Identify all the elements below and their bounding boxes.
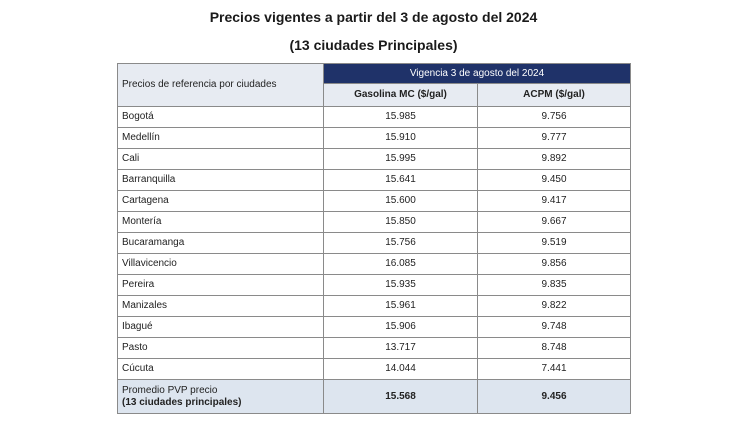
table-row: Montería 15.850 9.667 xyxy=(117,211,631,233)
average-acpm-cell: 9.456 xyxy=(477,379,631,414)
acpm-cell: 9.417 xyxy=(477,190,631,212)
gasolina-cell: 15.995 xyxy=(323,148,478,170)
average-row: Promedio PVP precio (13 ciudades princip… xyxy=(117,379,631,414)
acpm-column-header: ACPM ($/gal) xyxy=(477,83,631,107)
gasolina-cell: 15.985 xyxy=(323,106,478,128)
city-cell: Manizales xyxy=(117,295,324,317)
city-cell: Barranquilla xyxy=(117,169,324,191)
acpm-cell: 9.450 xyxy=(477,169,631,191)
gasolina-cell: 16.085 xyxy=(323,253,478,275)
table-row: Cartagena 15.600 9.417 xyxy=(117,190,631,212)
table-row: Bucaramanga 15.756 9.519 xyxy=(117,232,631,254)
table-row: Villavicencio 16.085 9.856 xyxy=(117,253,631,275)
city-cell: Ibagué xyxy=(117,316,324,338)
gasolina-cell: 15.756 xyxy=(323,232,478,254)
gasolina-cell: 13.717 xyxy=(323,337,478,359)
page-subtitle: (13 ciudades Principales) xyxy=(289,37,458,53)
city-cell: Cali xyxy=(117,148,324,170)
gasolina-column-header: Gasolina MC ($/gal) xyxy=(323,83,478,107)
acpm-cell: 9.748 xyxy=(477,316,631,338)
vigencia-header: Vigencia 3 de agosto del 2024 xyxy=(323,63,631,84)
acpm-cell: 9.667 xyxy=(477,211,631,233)
table-row: Medellín 15.910 9.777 xyxy=(117,127,631,149)
acpm-cell: 9.756 xyxy=(477,106,631,128)
city-cell: Pereira xyxy=(117,274,324,296)
acpm-cell: 9.777 xyxy=(477,127,631,149)
city-cell: Medellín xyxy=(117,127,324,149)
city-cell: Montería xyxy=(117,211,324,233)
gasolina-cell: 15.935 xyxy=(323,274,478,296)
gasolina-cell: 15.906 xyxy=(323,316,478,338)
city-cell: Cúcuta xyxy=(117,358,324,380)
acpm-cell: 9.835 xyxy=(477,274,631,296)
table-row: Ibagué 15.906 9.748 xyxy=(117,316,631,338)
page-title: Precios vigentes a partir del 3 de agost… xyxy=(209,9,538,25)
average-label: Promedio PVP precio (13 ciudades princip… xyxy=(117,379,324,414)
average-label-line2: (13 ciudades principales) xyxy=(122,396,242,408)
table-row: Pereira 15.935 9.835 xyxy=(117,274,631,296)
acpm-cell: 9.892 xyxy=(477,148,631,170)
city-cell: Bucaramanga xyxy=(117,232,324,254)
price-table: Precios de referencia por ciudades Vigen… xyxy=(117,63,631,414)
table-body: Bogotá 15.985 9.756 Medellín 15.910 9.77… xyxy=(117,106,631,414)
table-row: Bogotá 15.985 9.756 xyxy=(117,106,631,128)
city-cell: Pasto xyxy=(117,337,324,359)
gasolina-cell: 15.641 xyxy=(323,169,478,191)
acpm-cell: 9.856 xyxy=(477,253,631,275)
reference-header: Precios de referencia por ciudades xyxy=(117,63,324,107)
table-row: Manizales 15.961 9.822 xyxy=(117,295,631,317)
city-cell: Villavicencio xyxy=(117,253,324,275)
acpm-cell: 8.748 xyxy=(477,337,631,359)
acpm-cell: 7.441 xyxy=(477,358,631,380)
gasolina-cell: 15.600 xyxy=(323,190,478,212)
city-cell: Bogotá xyxy=(117,106,324,128)
average-gasolina-cell: 15.568 xyxy=(323,379,478,414)
table-row: Cúcuta 14.044 7.441 xyxy=(117,358,631,380)
average-label-line1: Promedio PVP precio xyxy=(122,384,218,396)
acpm-cell: 9.519 xyxy=(477,232,631,254)
table-row: Barranquilla 15.641 9.450 xyxy=(117,169,631,191)
gasolina-cell: 15.850 xyxy=(323,211,478,233)
gasolina-cell: 15.910 xyxy=(323,127,478,149)
gasolina-cell: 14.044 xyxy=(323,358,478,380)
gasolina-cell: 15.961 xyxy=(323,295,478,317)
table-row: Pasto 13.717 8.748 xyxy=(117,337,631,359)
acpm-cell: 9.822 xyxy=(477,295,631,317)
table-row: Cali 15.995 9.892 xyxy=(117,148,631,170)
city-cell: Cartagena xyxy=(117,190,324,212)
